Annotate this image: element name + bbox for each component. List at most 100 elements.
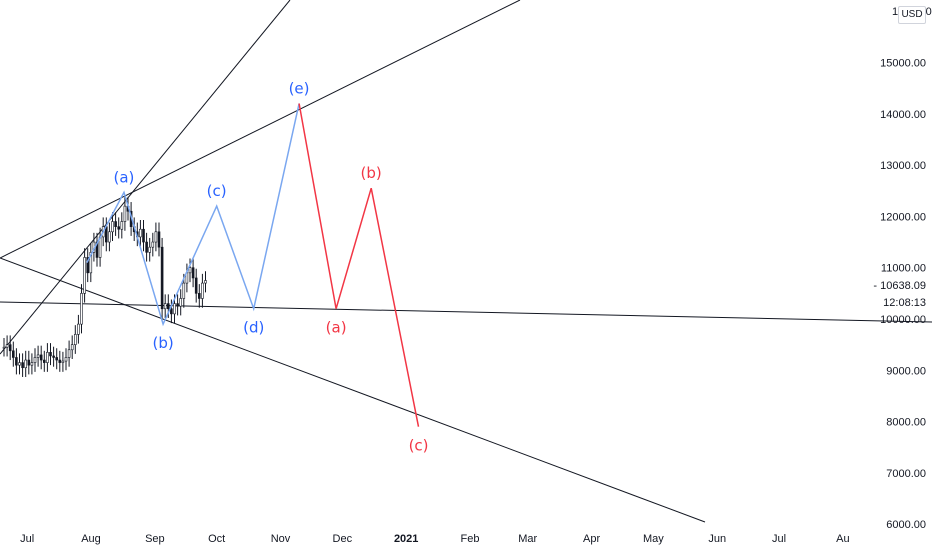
x-tick-label: Aug [81, 533, 101, 545]
x-tick-label: Dec [333, 533, 353, 545]
y-tick-label: 9000.00 [886, 365, 926, 377]
candle-body [33, 357, 37, 363]
candle-body [170, 308, 173, 315]
candle-body [61, 360, 65, 363]
candle-body [55, 357, 59, 361]
candle-body [64, 357, 68, 362]
candle-body [80, 293, 83, 325]
wave-layer [86, 103, 420, 427]
candle-body [179, 298, 182, 307]
candle-body [111, 221, 114, 233]
candle-body [105, 226, 108, 243]
candle-body [120, 221, 124, 230]
wave-label: (b) [361, 164, 382, 182]
candle-body [86, 257, 89, 274]
candle-body [58, 359, 62, 363]
y-tick-label: 7000.00 [886, 468, 926, 480]
wave-label: (c) [409, 437, 429, 455]
candle-body [74, 334, 77, 345]
currency-badge[interactable]: USD [898, 6, 926, 24]
x-tick-label: May [643, 533, 664, 545]
candle-body [15, 357, 18, 366]
candle-body [46, 352, 49, 363]
trendline [0, 0, 521, 259]
candle-body [8, 344, 12, 352]
candle-body [12, 350, 15, 358]
candle-body [117, 226, 120, 230]
candle-body [114, 221, 117, 227]
candle-body [70, 344, 74, 351]
wave-label: (a) [326, 319, 347, 337]
current-price-label: - 10638.09 [873, 280, 926, 292]
candle-body [148, 246, 151, 253]
candle-body [167, 303, 170, 310]
candle-body [2, 346, 6, 349]
candle-body [18, 362, 21, 366]
label-layer: (a) (b) (c) (d) (e) (a) (b) (c) [114, 80, 429, 455]
wave-label: (c) [207, 182, 227, 200]
candle-body [160, 246, 164, 310]
countdown-label: 12:08:13 [883, 297, 926, 309]
candle-body [163, 303, 167, 310]
y-tick-label: 8000.00 [886, 417, 926, 429]
candle-body [5, 344, 9, 348]
trendline [0, 301, 932, 323]
x-tick-label: Sep [145, 533, 165, 545]
axis-layer: 16000.0015000.0014000.0013000.0012000.00… [20, 6, 932, 545]
y-tick-label: 12000.00 [880, 211, 926, 223]
candle-body [49, 352, 52, 357]
candle-body [188, 267, 192, 274]
wave-label: (d) [243, 319, 264, 337]
trendline [0, 0, 291, 355]
candle-body [39, 354, 43, 361]
candle-body [154, 231, 158, 243]
candle-body [182, 282, 186, 299]
candle-body [123, 205, 127, 222]
y-tick-label: 13000.00 [880, 160, 926, 172]
candle-body [198, 293, 201, 299]
elliott-wave-blue [86, 103, 300, 327]
candle-body [24, 359, 28, 369]
candle-body [157, 231, 161, 248]
wave-label: (e) [289, 80, 310, 98]
trendline [0, 257, 706, 523]
candle-body [191, 267, 195, 279]
wave-label: (b) [152, 334, 173, 352]
y-tick-label: 6000.00 [886, 519, 926, 531]
candle-body [83, 257, 86, 294]
x-tick-label: Oct [208, 533, 225, 545]
x-tick-label: Jun [708, 533, 726, 545]
x-tick-label: Apr [583, 533, 600, 545]
candle-body [173, 303, 176, 315]
elliott-wave-red [298, 103, 420, 427]
candle-body [142, 228, 145, 243]
candle-body [139, 228, 142, 238]
candle-body [194, 277, 198, 294]
y-tick-label: 11000.00 [881, 263, 926, 275]
trendline-layer [0, 0, 932, 523]
wave-label: (a) [114, 168, 135, 186]
candle-body [204, 280, 207, 284]
candle-body [77, 323, 80, 335]
candle-body [151, 241, 155, 248]
candle-body [36, 354, 40, 358]
x-tick-label: 2021 [394, 533, 418, 545]
candle-body [30, 362, 34, 366]
x-tick-label: Mar [518, 533, 537, 545]
y-tick-label: 10000.00 [880, 314, 926, 326]
candle-body [201, 282, 204, 299]
y-tick-label: 14000.00 [880, 109, 926, 121]
y-tick-label: 15000.00 [880, 58, 926, 70]
x-tick-label: Au [836, 533, 849, 545]
candle-body [42, 359, 46, 363]
candle-body [67, 349, 71, 358]
candle-body [176, 303, 179, 307]
x-tick-label: Jul [772, 533, 786, 545]
x-tick-label: Nov [271, 533, 291, 545]
candle-body [108, 231, 111, 243]
candle-layer [2, 196, 207, 377]
candle-body [89, 252, 93, 274]
candle-body [145, 241, 148, 253]
